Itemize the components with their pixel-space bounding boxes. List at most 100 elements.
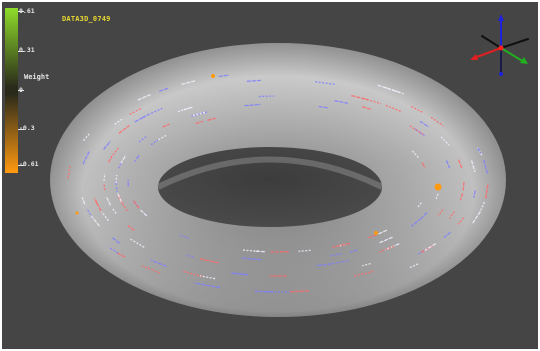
track-segment <box>103 184 106 191</box>
track-segment <box>199 275 216 280</box>
track-segment <box>462 182 465 191</box>
track-segment <box>473 190 476 198</box>
track-segment <box>331 260 349 265</box>
torus-hole <box>158 147 382 227</box>
track-segment <box>329 253 342 257</box>
track-segment <box>410 105 424 114</box>
track-segment <box>162 123 170 128</box>
track-segment <box>424 243 437 251</box>
track-segment <box>411 150 420 160</box>
legend-tick-top: 0.61 <box>19 7 35 15</box>
track-segment <box>118 124 130 134</box>
hit-marker <box>434 183 442 191</box>
track-segment <box>479 201 485 213</box>
track-segment <box>351 94 369 101</box>
track-segment <box>377 229 388 235</box>
track-segment <box>100 211 110 222</box>
track-segment <box>141 265 160 274</box>
track-segment <box>318 105 329 109</box>
track-segment <box>134 115 146 123</box>
legend-tick-upper: 0.31 <box>19 46 35 54</box>
track-segment <box>378 245 395 253</box>
track-segment <box>185 254 194 258</box>
track-segment <box>179 234 189 239</box>
track-segment <box>138 135 147 143</box>
x-axis-negative <box>500 38 529 49</box>
track-segment <box>430 116 444 127</box>
track-segment <box>378 236 393 244</box>
track-segment <box>194 282 221 289</box>
track-segment <box>483 159 489 174</box>
z-arrow <box>498 14 504 21</box>
legend-title: Weight <box>24 73 50 81</box>
track-segment <box>419 120 430 128</box>
track-segment <box>457 159 463 169</box>
hit-markers <box>75 74 442 235</box>
particle-tracks <box>67 74 489 293</box>
track-segment <box>410 217 422 227</box>
track-segment <box>435 193 439 199</box>
track-segment <box>409 263 419 269</box>
track-segment <box>108 246 119 254</box>
track-segment <box>229 272 248 276</box>
y-axis-positive <box>500 47 525 63</box>
track-segment <box>159 87 169 92</box>
track-segment <box>385 104 403 113</box>
track-segment <box>181 270 203 277</box>
track-segment <box>316 263 332 267</box>
track-segment <box>116 251 126 258</box>
track-segment <box>470 160 476 172</box>
track-segment <box>111 236 120 244</box>
track-segment <box>198 257 219 264</box>
legend-tick-mark <box>18 165 24 166</box>
track-segment <box>472 211 481 224</box>
track-segment <box>443 231 451 238</box>
track-segment <box>116 192 123 203</box>
track-segment <box>440 136 450 146</box>
track-segment <box>117 161 123 169</box>
track-segment <box>119 154 127 165</box>
track-segment <box>409 125 424 136</box>
track-segment <box>136 154 141 159</box>
track-segment <box>363 97 382 105</box>
track-segment <box>122 204 129 212</box>
track-segment <box>368 234 377 239</box>
xyz-axes-icon[interactable] <box>466 12 536 82</box>
track-segment <box>332 242 351 248</box>
dataset-label: DATA3D_0749 <box>62 15 111 23</box>
track-segment <box>127 224 135 231</box>
track-segment <box>361 106 372 111</box>
track-segment <box>349 249 358 253</box>
torus-hole-rim <box>156 156 384 190</box>
legend-tick-bottom: -0.61 <box>19 160 39 168</box>
hit-marker <box>75 211 79 215</box>
track-segment <box>82 151 90 165</box>
track-segment <box>246 79 262 82</box>
track-segment <box>90 215 101 227</box>
track-segment <box>421 162 426 168</box>
track-segment <box>94 197 98 205</box>
track-segment <box>195 120 203 125</box>
track-segment <box>484 184 489 199</box>
track-segment <box>288 290 309 293</box>
track-segment <box>112 208 117 214</box>
legend-tick-lower: -0.3 <box>19 124 35 132</box>
track-segment <box>81 197 86 205</box>
track-segment <box>362 262 371 267</box>
y-arrow <box>520 57 528 64</box>
track-segment <box>445 160 451 169</box>
track-segment <box>114 118 123 125</box>
track-segment <box>254 250 265 253</box>
track-segment <box>244 103 261 107</box>
track-segment <box>457 217 465 225</box>
track-segment <box>448 211 456 219</box>
x-arrow <box>470 54 478 60</box>
y-axis-negative <box>481 35 502 49</box>
track-segment <box>141 113 150 119</box>
track-segment <box>334 100 349 104</box>
track-segment <box>140 209 148 217</box>
track-segment <box>240 257 262 261</box>
z-neg-dot <box>499 72 503 76</box>
